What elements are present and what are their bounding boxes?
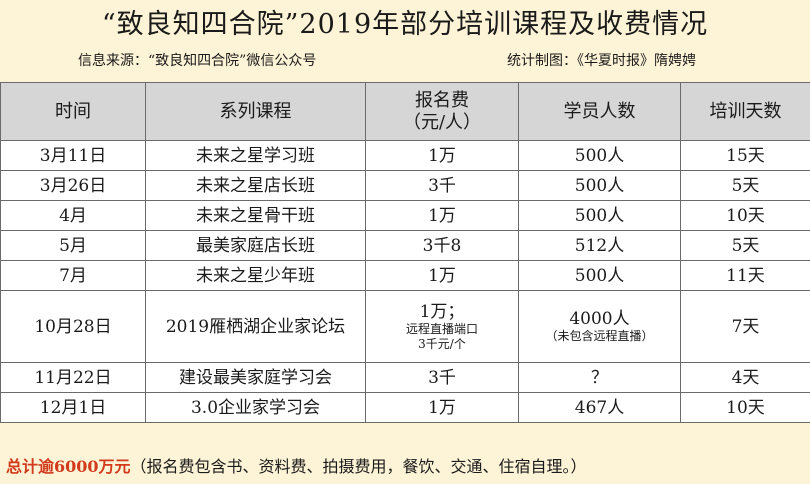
cell-students: ？	[518, 362, 681, 393]
cell-fee: 1万	[365, 260, 519, 291]
cell-time: 11月22日	[0, 362, 146, 393]
cell-course: 最美家庭店长班	[145, 230, 366, 261]
cell-fee: 1万； 远程直播端口 3千元/个	[365, 290, 519, 363]
cell-students: 500人	[518, 170, 681, 201]
cell-students: 500人	[518, 200, 681, 231]
fee-remark: （报名费包含书、资料费、拍摄费用，餐饮、交通、住宿自理。）	[130, 457, 587, 476]
cell-fee: 1万	[365, 392, 519, 423]
cell-fee: 1万	[365, 140, 519, 171]
cell-students: 4000人 （未包含远程直播）	[518, 290, 681, 363]
header-days: 培训天数	[680, 82, 810, 141]
header-fee-line1: 报名费	[415, 89, 469, 111]
cell-fee: 3千8	[365, 230, 519, 261]
cell-students-main: 4000人	[569, 309, 630, 329]
course-table: 时间 系列课程 报名费 （元/人） 学员人数 培训天数 3月11日 未来之星学习…	[0, 82, 810, 423]
cell-days: 11天	[680, 260, 810, 291]
cell-time: 3月26日	[0, 170, 146, 201]
cell-time: 10月28日	[0, 290, 146, 363]
cell-course: 未来之星店长班	[145, 170, 366, 201]
cell-days: 10天	[680, 200, 810, 231]
header-students: 学员人数	[518, 82, 681, 141]
total-amount: 总计逾6000万元	[6, 457, 131, 476]
page-title: “致良知四合院”2019年部分培训课程及收费情况	[101, 9, 709, 40]
table-row: 5月 最美家庭店长班 3千8 512人 5天	[0, 230, 810, 261]
cell-days: 7天	[680, 290, 810, 363]
table-row: 7月 未来之星少年班 1万 500人 11天	[0, 260, 810, 291]
cell-time: 5月	[0, 230, 146, 261]
source-info: 信息来源：“致良知四合院”微信公众号	[78, 53, 317, 69]
cell-days: 15天	[680, 140, 810, 171]
table-row: 11月22日 建设最美家庭学习会 3千 ？ 4天	[0, 362, 810, 393]
source-line: 信息来源：“致良知四合院”微信公众号 统计制图：《华夏时报》隋娉娉	[0, 49, 810, 73]
table-header-row: 时间 系列课程 报名费 （元/人） 学员人数 培训天数	[0, 82, 810, 141]
cell-course: 未来之星少年班	[145, 260, 366, 291]
table-row: 12月1日 3.0企业家学习会 1万 467人 10天	[0, 392, 810, 423]
table-row: 10月28日 2019雁栖湖企业家论坛 1万； 远程直播端口 3千元/个 400…	[0, 290, 810, 363]
cell-course: 3.0企业家学习会	[145, 392, 366, 423]
table-row: 3月11日 未来之星学习班 1万 500人 15天	[0, 140, 810, 171]
cell-time: 12月1日	[0, 392, 146, 423]
cell-students: 467人	[518, 392, 681, 423]
cell-days: 5天	[680, 230, 810, 261]
header-fee: 报名费 （元/人）	[365, 82, 519, 141]
footer-note: 总计逾6000万元（报名费包含书、资料费、拍摄费用，餐饮、交通、住宿自理。）	[0, 449, 810, 484]
cell-fee-note: 远程直播端口	[405, 321, 478, 336]
cell-fee: 3千	[365, 362, 519, 393]
cell-students: 512人	[518, 230, 681, 261]
chart-credit: 统计制图：《华夏时报》隋娉娉	[507, 53, 696, 69]
header-time: 时间	[0, 82, 146, 141]
cell-days: 10天	[680, 392, 810, 423]
cell-course: 未来之星学习班	[145, 140, 366, 171]
cell-fee-note: 3千元/个	[418, 336, 466, 351]
cell-days: 4天	[680, 362, 810, 393]
cell-days: 5天	[680, 170, 810, 201]
header-fee-line2: （元/人）	[402, 111, 482, 133]
cell-course: 未来之星骨干班	[145, 200, 366, 231]
header-course: 系列课程	[145, 82, 366, 141]
cell-course: 2019雁栖湖企业家论坛	[145, 290, 366, 363]
cell-course: 建设最美家庭学习会	[145, 362, 366, 393]
table-row: 3月26日 未来之星店长班 3千 500人 5天	[0, 170, 810, 201]
cell-time: 4月	[0, 200, 146, 231]
cell-students: 500人	[518, 260, 681, 291]
cell-fee-main: 1万；	[419, 301, 465, 322]
cell-students: 500人	[518, 140, 681, 171]
cell-fee: 1万	[365, 200, 519, 231]
cell-students-note: （未包含远程直播）	[545, 329, 654, 343]
cell-time: 7月	[0, 260, 146, 291]
cell-time: 3月11日	[0, 140, 146, 171]
table-row: 4月 未来之星骨干班 1万 500人 10天	[0, 200, 810, 231]
cell-fee: 3千	[365, 170, 519, 201]
